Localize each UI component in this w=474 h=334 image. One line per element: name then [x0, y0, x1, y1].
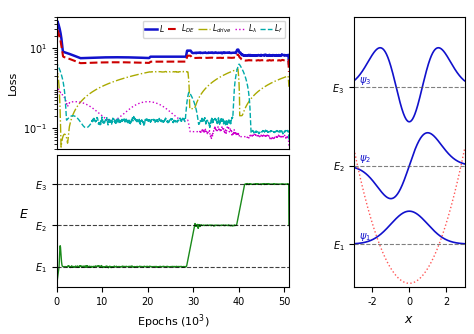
X-axis label: $x$: $x$: [404, 313, 414, 326]
$L_{\lambda}$: [279, 135, 285, 139]
$L_{f}$: [161, 120, 166, 124]
$L_{drive}$: [54, 80, 60, 84]
Text: $\psi_3$: $\psi_3$: [359, 74, 371, 87]
X-axis label: Epochs ($10^3$): Epochs ($10^3$): [137, 313, 209, 331]
$L_{f}$: [280, 131, 285, 135]
$L_{\lambda}$: [55, 87, 61, 91]
$L_{drive}$: [286, 85, 292, 89]
$L_{\lambda}$: [66, 102, 72, 106]
$L_{drive}$: [58, 145, 64, 149]
$L_{drive}$: [161, 70, 166, 74]
$L_{drive}$: [167, 70, 173, 74]
Line: $L_{DE}$: $L_{DE}$: [57, 30, 289, 72]
$L_{\lambda}$: [280, 135, 285, 139]
$L_{DE}$: [161, 60, 166, 64]
$L$: [54, 30, 60, 34]
$L_{DE}$: [237, 55, 243, 59]
Y-axis label: $E$: $E$: [19, 208, 29, 221]
$L_{DE}$: [54, 39, 60, 43]
$L_{\lambda}$: [167, 110, 173, 114]
$L_{DE}$: [280, 58, 285, 62]
$L_{\lambda}$: [237, 135, 243, 139]
$L_{f}$: [66, 116, 72, 120]
$L_{DE}$: [286, 70, 292, 74]
Text: $\psi_2$: $\psi_2$: [359, 153, 371, 165]
$L_{DE}$: [66, 57, 72, 61]
Line: $L$: $L$: [57, 21, 289, 63]
$L_{\lambda}$: [161, 105, 166, 109]
Line: $L_{\lambda}$: $L_{\lambda}$: [57, 89, 289, 146]
$L$: [167, 55, 173, 59]
$L$: [161, 55, 166, 59]
$L_{drive}$: [235, 67, 241, 71]
$L_{DE}$: [167, 60, 173, 64]
$L$: [237, 51, 243, 55]
$L$: [279, 53, 285, 57]
$L$: [66, 52, 72, 56]
$L_{\lambda}$: [286, 144, 292, 148]
$L_{f}$: [236, 62, 242, 66]
$L_{DE}$: [279, 58, 285, 62]
$L_{drive}$: [237, 114, 243, 118]
$L_{drive}$: [280, 76, 285, 80]
$L_{f}$: [286, 138, 292, 142]
Legend: $L$, $L_{DE}$, $L_{drive}$, $L_{\lambda}$, $L_{f}$: $L$, $L_{DE}$, $L_{drive}$, $L_{\lambda}…: [143, 20, 285, 38]
Line: $L_{drive}$: $L_{drive}$: [57, 69, 289, 147]
$L$: [280, 53, 285, 57]
$L_{drive}$: [280, 76, 285, 80]
$L_{DE}$: [55, 28, 60, 32]
Y-axis label: Loss: Loss: [8, 70, 18, 95]
$L_{f}$: [237, 63, 243, 67]
$L_{drive}$: [66, 130, 72, 134]
$L_{\lambda}$: [54, 98, 60, 102]
Text: $\psi_1$: $\psi_1$: [359, 231, 371, 243]
Line: $L_{f}$: $L_{f}$: [57, 64, 289, 140]
$L_{f}$: [279, 130, 285, 134]
$L_{f}$: [54, 74, 60, 78]
$L$: [55, 19, 60, 23]
$L$: [286, 61, 292, 65]
$L_{f}$: [167, 118, 173, 122]
